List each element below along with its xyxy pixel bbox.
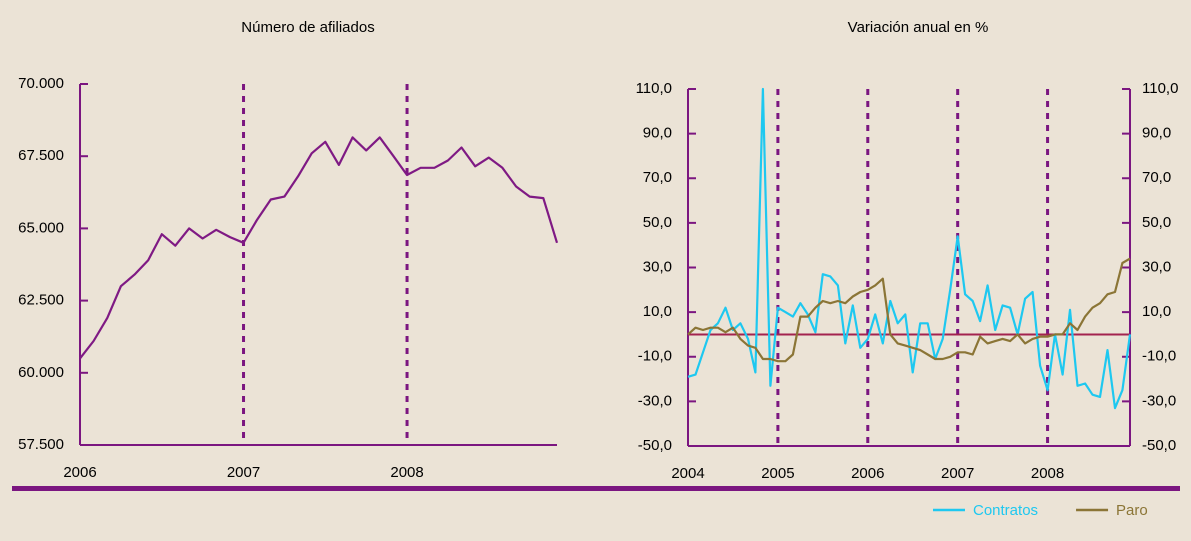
series-line xyxy=(687,87,1132,410)
x-tick-label: 2006 xyxy=(851,465,884,482)
y-tick-label: 57.500 xyxy=(18,436,64,453)
x-tick-label: 2008 xyxy=(390,464,423,481)
x-tick-label: 2007 xyxy=(941,465,974,482)
separator-bar xyxy=(12,486,1180,491)
y-tick-label: 90,0 xyxy=(643,125,672,142)
y2-tick-label: -10,0 xyxy=(1142,348,1176,365)
y-tick-label: -30,0 xyxy=(638,392,672,409)
y-tick-label: 50,0 xyxy=(643,214,672,231)
y-tick-label: -10,0 xyxy=(638,348,672,365)
y-tick-label: 60.000 xyxy=(18,364,64,381)
y-tick-label: 70.000 xyxy=(18,75,64,92)
y-tick-label: -50,0 xyxy=(638,437,672,454)
series-line xyxy=(687,257,1131,363)
series-line xyxy=(79,136,559,360)
y2-tick-label: 90,0 xyxy=(1142,125,1171,142)
y-tick-label: 62.500 xyxy=(18,292,64,309)
y-tick-label: 10,0 xyxy=(643,303,672,320)
legend-label: Contratos xyxy=(973,502,1038,519)
x-tick-label: 2008 xyxy=(1031,465,1064,482)
y2-tick-label: 10,0 xyxy=(1142,303,1171,320)
x-tick-label: 2004 xyxy=(671,465,704,482)
y-tick-label: 70,0 xyxy=(643,169,672,186)
y2-tick-label: 70,0 xyxy=(1142,169,1171,186)
chart-title: Variación anual en % xyxy=(848,19,989,36)
y2-tick-label: 30,0 xyxy=(1142,258,1171,275)
x-tick-label: 2005 xyxy=(761,465,794,482)
y2-tick-label: -50,0 xyxy=(1142,437,1176,454)
y2-tick-label: -30,0 xyxy=(1142,392,1176,409)
y2-tick-label: 110,0 xyxy=(1142,80,1178,97)
y-tick-label: 67.500 xyxy=(18,147,64,164)
y-tick-label: 110,0 xyxy=(636,80,672,97)
x-tick-label: 2006 xyxy=(63,464,96,481)
legend-label: Paro xyxy=(1116,502,1148,519)
y-tick-label: 65.000 xyxy=(18,219,64,236)
y-tick-label: 30,0 xyxy=(643,258,672,275)
x-tick-label: 2007 xyxy=(227,464,260,481)
chart-title: Número de afiliados xyxy=(241,19,374,36)
y2-tick-label: 50,0 xyxy=(1142,214,1171,231)
